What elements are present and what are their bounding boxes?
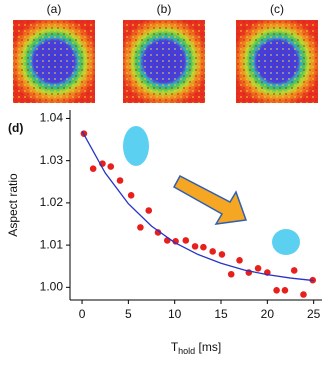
decoration-ellipse [272,229,300,255]
panel-label: (c) [270,2,284,16]
data-point [209,248,216,255]
y-tick-label: 1.00 [40,280,64,294]
data-point [145,207,153,214]
x-tick-label: 5 [125,307,132,321]
decoration-ellipse [123,126,149,166]
x-tick-label: 0 [79,307,86,321]
panel-label: (b) [157,2,172,16]
data-point [172,238,179,245]
x-tick-label: 25 [307,307,321,321]
data-point [236,257,243,264]
data-point [116,177,124,184]
x-tick-label: 15 [214,307,228,321]
x-tick-label: 10 [168,307,182,321]
data-point [254,265,262,272]
image-b [123,20,205,103]
fit-line [81,130,314,282]
y-tick-label: 1.04 [40,111,64,125]
data-point [281,286,289,294]
data-point [300,291,307,298]
plot: 1.00 1.01 1.02 1.03 1.04 0 5 10 15 20 25 [40,110,322,321]
data-point [290,267,298,274]
data-point [227,270,235,278]
y-tick-label: 1.03 [40,153,64,167]
data-point [273,286,280,294]
y-tick-label: 1.01 [40,237,64,251]
x-axis-label: Thold [ms] [171,340,221,356]
data-point [191,243,199,250]
data-point [107,163,115,170]
y-tick-label: 1.02 [40,195,64,209]
image-c [236,20,318,103]
data-point [137,224,144,231]
panel-label: (a) [47,2,62,16]
x-label-sub: hold [178,346,195,356]
data-point [154,229,162,236]
data-point [89,165,97,172]
data-point [127,191,135,199]
x-label-main: T [171,340,179,354]
panel-label: (d) [8,121,23,135]
y-axis-label: Aspect ratio [6,173,20,237]
decoration-arrow [172,174,248,225]
data-point [200,243,207,251]
x-label-unit: [ms] [195,340,221,354]
x-tick-label: 20 [261,307,275,321]
data-point [182,237,190,244]
data-point [218,251,226,258]
image-a [13,20,95,103]
